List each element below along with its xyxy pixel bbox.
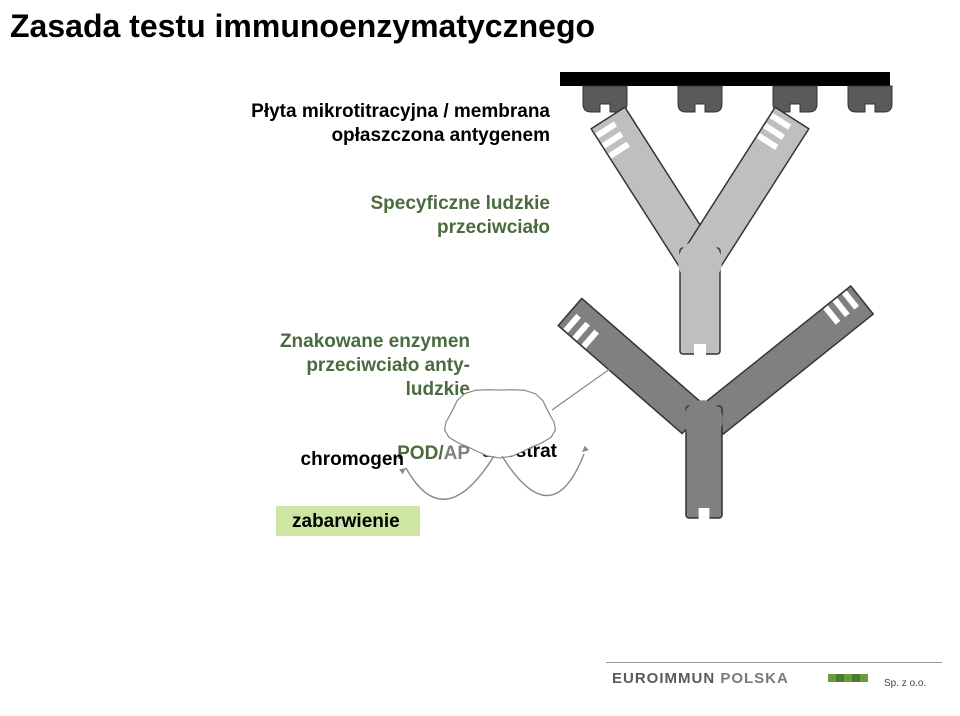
footer-brand: EUROIMMUN POLSKA (612, 670, 789, 687)
assay-diagram (0, 0, 960, 716)
brand-main: EUROIMMUN (612, 670, 715, 687)
footer-tail: Sp. z o.o. (884, 678, 926, 689)
footer-squares (828, 674, 868, 682)
brand-sub: POLSKA (715, 670, 789, 687)
